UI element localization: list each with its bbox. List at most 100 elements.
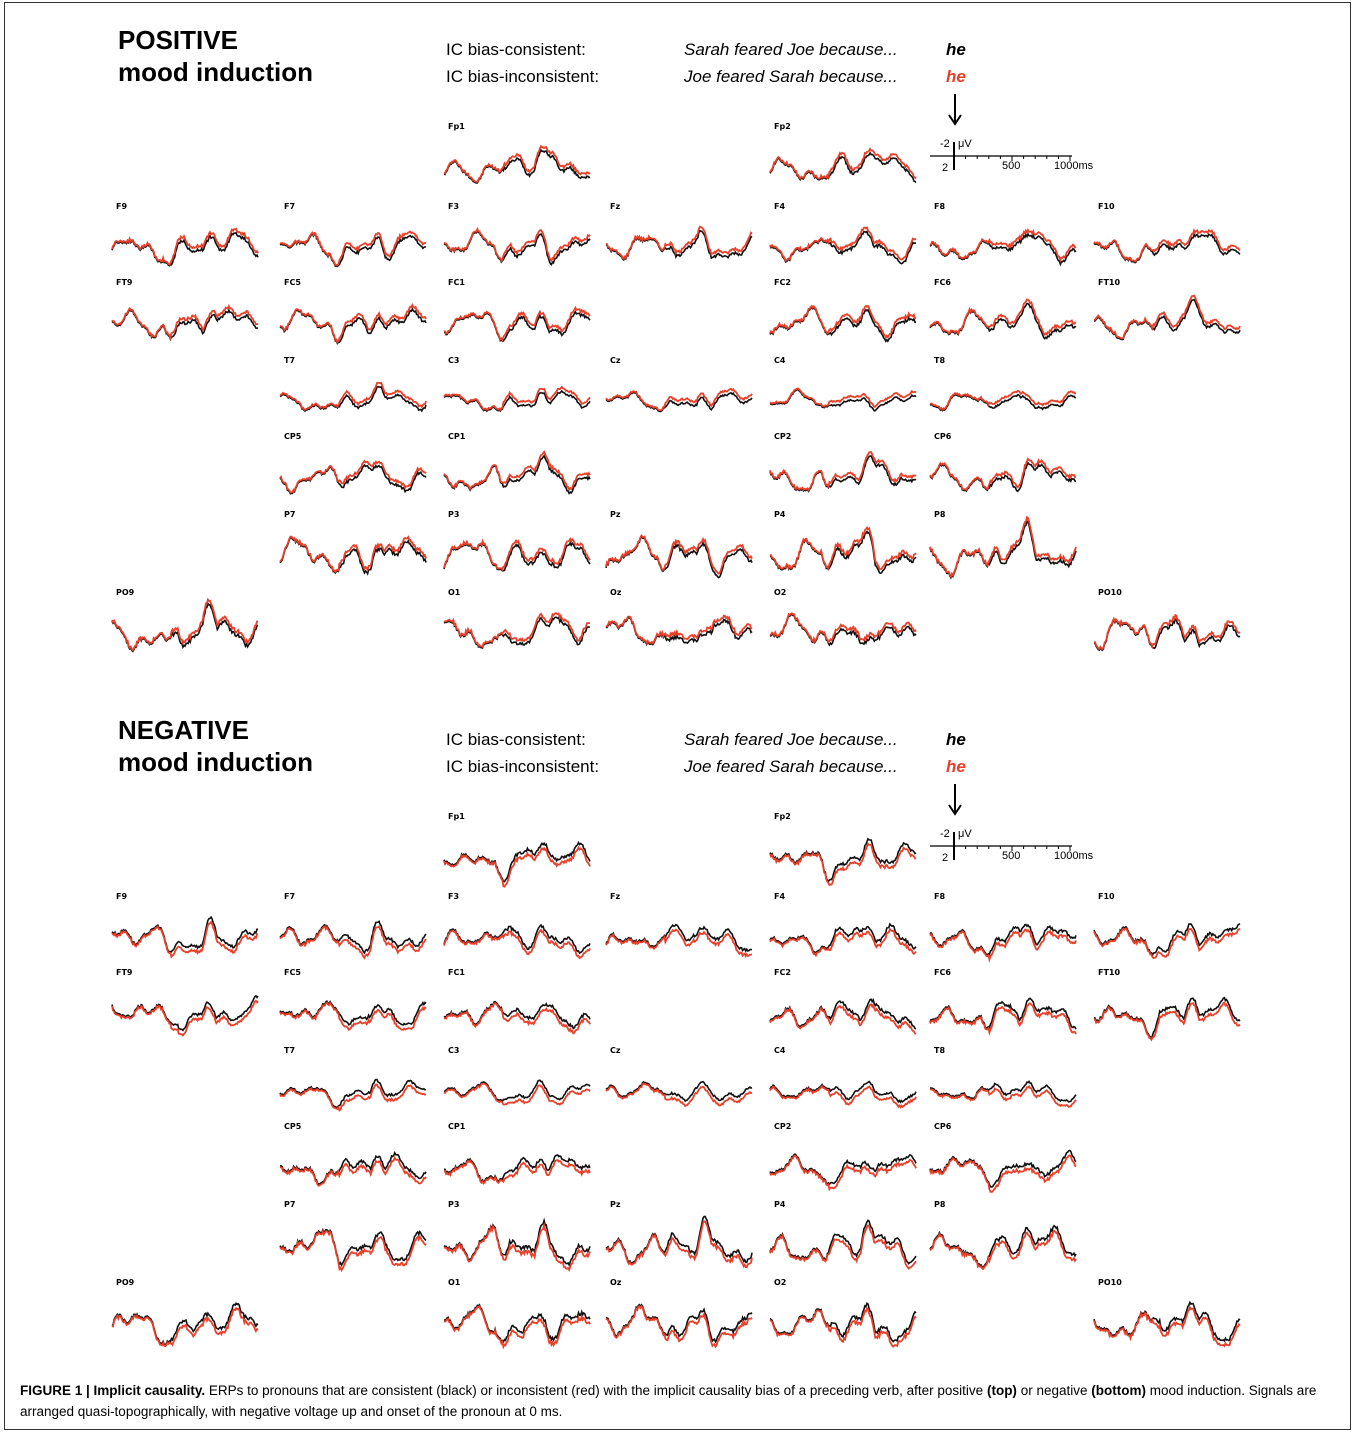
electrode-label: F8 xyxy=(934,892,946,901)
electrode-f3: F3 xyxy=(443,892,594,968)
erp-inconsistent-trace xyxy=(605,387,753,412)
onset-arrow-icon xyxy=(948,784,962,816)
electrode-f9: F9 xyxy=(111,202,262,278)
erp-inconsistent-trace xyxy=(279,535,427,574)
erp-consistent-trace xyxy=(769,613,917,647)
scale-pos-label: 2 xyxy=(942,162,949,174)
erp-inconsistent-trace xyxy=(769,842,917,887)
erp-inconsistent-trace xyxy=(769,1002,917,1035)
electrode-po10: PO10 xyxy=(1093,588,1244,664)
scale-unit-label: μV xyxy=(958,138,972,150)
electrode-c3: C3 xyxy=(443,356,594,432)
scale-bar: -2 μV 2 500 1000ms xyxy=(928,826,1108,876)
erp-consistent-trace xyxy=(605,1215,753,1264)
electrode-label: T8 xyxy=(934,356,946,365)
electrode-label: FT9 xyxy=(116,278,133,287)
erp-inconsistent-trace xyxy=(443,845,591,888)
erp-inconsistent-trace xyxy=(1093,927,1241,960)
electrode-label: O2 xyxy=(774,588,787,597)
electrode-fp1: Fp1 xyxy=(443,122,594,198)
electrode-p3: P3 xyxy=(443,1200,594,1276)
erp-inconsistent-trace xyxy=(279,1155,427,1187)
electrode-fc2: FC2 xyxy=(769,968,920,1044)
erp-inconsistent-trace xyxy=(279,230,427,267)
erp-inconsistent-trace xyxy=(929,298,1077,336)
erp-inconsistent-trace xyxy=(929,1229,1077,1271)
panel-positive: POSITIVE mood induction IC bias-consistent… xyxy=(0,0,1357,690)
erp-inconsistent-trace xyxy=(1093,228,1241,263)
erp-consistent-trace xyxy=(929,519,1077,580)
electrode-label: F7 xyxy=(284,892,296,901)
electrode-f4: F4 xyxy=(769,892,920,968)
erp-consistent-trace xyxy=(443,540,591,572)
erp-inconsistent-trace xyxy=(929,389,1077,411)
electrode-pz: Pz xyxy=(605,510,756,586)
erp-inconsistent-trace xyxy=(1093,1305,1241,1348)
electrode-po9: PO9 xyxy=(111,588,262,664)
erp-consistent-trace xyxy=(605,229,753,262)
erp-consistent-trace xyxy=(929,461,1077,493)
erp-consistent-trace xyxy=(929,1224,1077,1269)
pronoun-inconsistent: he xyxy=(946,757,966,776)
electrode-c3: C3 xyxy=(443,1046,594,1122)
erp-consistent-trace xyxy=(111,231,259,267)
scale-neg-label: -2 xyxy=(940,138,950,150)
erp-inconsistent-trace xyxy=(443,144,591,183)
electrode-label: PO10 xyxy=(1098,1278,1122,1287)
electrode-c4: C4 xyxy=(769,1046,920,1122)
erp-consistent-trace xyxy=(279,385,427,413)
electrode-label: CP1 xyxy=(448,1122,466,1131)
electrode-cp1: CP1 xyxy=(444,1122,594,1198)
electrode-label: F7 xyxy=(284,202,296,211)
electrode-label: C3 xyxy=(448,1046,460,1055)
electrode-label: CP2 xyxy=(774,432,792,441)
erp-inconsistent-trace xyxy=(929,457,1077,492)
electrode-label: CP6 xyxy=(934,1122,952,1131)
erp-inconsistent-trace xyxy=(605,533,753,575)
erp-inconsistent-trace xyxy=(769,1154,917,1192)
electrode-label: C4 xyxy=(774,356,786,365)
electrode-label: O1 xyxy=(448,1278,461,1287)
electrode-cp6: CP6 xyxy=(929,1122,1080,1198)
erp-inconsistent-trace xyxy=(111,920,259,959)
erp-inconsistent-trace xyxy=(111,999,259,1037)
erp-inconsistent-trace xyxy=(605,1082,753,1108)
caption-text-3: mood induction. Signals are arranged qua… xyxy=(20,1383,1317,1419)
erp-consistent-trace xyxy=(279,1150,427,1186)
erp-inconsistent-trace xyxy=(279,303,427,344)
erp-inconsistent-trace xyxy=(929,1154,1077,1193)
erp-inconsistent-trace xyxy=(443,1304,591,1350)
electrode-fc5: FC5 xyxy=(279,968,430,1044)
condition-consistent-sentence: Sarah feared Joe because... xyxy=(684,730,898,749)
electrode-cz: Cz xyxy=(605,1046,756,1122)
electrode-label: P4 xyxy=(774,510,786,519)
electrode-po9: PO9 xyxy=(111,1278,262,1354)
electrode-label: Pz xyxy=(610,1200,621,1209)
electrode-f9: F9 xyxy=(111,892,262,968)
figure-caption: FIGURE 1 | Implicit causality. ERPs to p… xyxy=(20,1380,1340,1422)
electrode-label: Fp1 xyxy=(448,812,465,821)
erp-inconsistent-trace xyxy=(929,1002,1077,1036)
erp-consistent-trace xyxy=(443,923,591,955)
electrode-label: O2 xyxy=(774,1278,787,1287)
electrode-label: Fp2 xyxy=(774,812,791,821)
electrode-p7: P7 xyxy=(279,1200,430,1276)
condition-inconsistent-label: IC bias-inconsistent: xyxy=(446,67,600,86)
electrode-cp2: CP2 xyxy=(769,1122,920,1198)
erp-consistent-trace xyxy=(111,601,259,653)
electrode-label: CP2 xyxy=(774,1122,792,1131)
condition-consistent-label: IC bias-consistent: xyxy=(446,40,586,59)
electrode-f10: F10 xyxy=(1093,892,1244,968)
erp-inconsistent-trace xyxy=(111,227,259,266)
electrode-label: Oz xyxy=(610,1278,622,1287)
erp-consistent-trace xyxy=(769,837,917,883)
electrode-fp2: Fp2 xyxy=(769,122,920,198)
electrode-label: CP6 xyxy=(934,432,952,441)
scale-neg-label: -2 xyxy=(940,828,950,840)
electrode-cp1: CP1 xyxy=(443,432,594,508)
electrode-t7: T7 xyxy=(279,356,430,432)
electrode-label: F3 xyxy=(448,202,460,211)
erp-inconsistent-trace xyxy=(443,385,591,412)
electrode-label: F10 xyxy=(1098,892,1115,901)
erp-inconsistent-trace xyxy=(929,227,1077,263)
